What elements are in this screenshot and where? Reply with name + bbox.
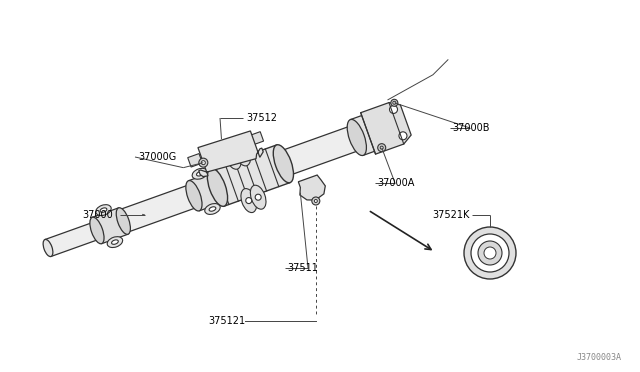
- Ellipse shape: [391, 99, 398, 106]
- Text: 37000G: 37000G: [138, 152, 176, 162]
- Text: 37521K: 37521K: [432, 210, 469, 220]
- Ellipse shape: [108, 237, 123, 247]
- Text: 37000B: 37000B: [452, 123, 490, 133]
- Text: 37512: 37512: [246, 113, 277, 123]
- Ellipse shape: [393, 101, 396, 104]
- Ellipse shape: [484, 247, 496, 259]
- Ellipse shape: [235, 142, 250, 166]
- Ellipse shape: [192, 169, 207, 179]
- Polygon shape: [298, 175, 325, 200]
- Ellipse shape: [196, 171, 204, 176]
- Ellipse shape: [348, 119, 367, 155]
- Ellipse shape: [90, 217, 104, 244]
- Ellipse shape: [209, 172, 225, 203]
- Ellipse shape: [111, 240, 118, 244]
- Ellipse shape: [390, 105, 397, 113]
- Ellipse shape: [255, 194, 261, 200]
- Ellipse shape: [115, 210, 127, 233]
- Ellipse shape: [312, 197, 320, 205]
- Ellipse shape: [464, 227, 516, 279]
- Polygon shape: [117, 183, 203, 233]
- Ellipse shape: [199, 158, 208, 167]
- Ellipse shape: [205, 203, 220, 214]
- Ellipse shape: [239, 151, 246, 157]
- Ellipse shape: [202, 161, 205, 165]
- Text: 37511: 37511: [287, 263, 318, 273]
- Polygon shape: [198, 131, 263, 177]
- Ellipse shape: [399, 132, 407, 140]
- Polygon shape: [361, 103, 411, 154]
- Ellipse shape: [96, 205, 111, 215]
- Ellipse shape: [273, 145, 294, 183]
- Ellipse shape: [95, 221, 105, 238]
- Polygon shape: [277, 125, 363, 177]
- Ellipse shape: [246, 198, 252, 203]
- Ellipse shape: [378, 144, 386, 152]
- Ellipse shape: [100, 208, 107, 212]
- Ellipse shape: [209, 207, 216, 211]
- Ellipse shape: [250, 185, 266, 209]
- Ellipse shape: [380, 146, 383, 149]
- Text: 375121: 375121: [208, 316, 245, 326]
- Ellipse shape: [382, 107, 401, 143]
- Polygon shape: [351, 107, 398, 155]
- Ellipse shape: [186, 180, 202, 211]
- Ellipse shape: [230, 154, 236, 160]
- Ellipse shape: [207, 168, 228, 206]
- Text: 37000A: 37000A: [377, 178, 414, 188]
- Polygon shape: [189, 172, 223, 211]
- Polygon shape: [188, 154, 202, 167]
- Text: J3700003A: J3700003A: [577, 353, 622, 362]
- Polygon shape: [45, 221, 103, 256]
- Ellipse shape: [225, 145, 241, 169]
- Ellipse shape: [43, 240, 53, 257]
- Polygon shape: [249, 132, 264, 145]
- Ellipse shape: [241, 189, 257, 212]
- Ellipse shape: [478, 241, 502, 265]
- Ellipse shape: [275, 152, 288, 177]
- Polygon shape: [92, 208, 128, 244]
- Ellipse shape: [471, 234, 509, 272]
- Text: 37000: 37000: [82, 210, 113, 220]
- Polygon shape: [211, 145, 290, 206]
- Ellipse shape: [116, 208, 131, 234]
- Ellipse shape: [314, 199, 317, 202]
